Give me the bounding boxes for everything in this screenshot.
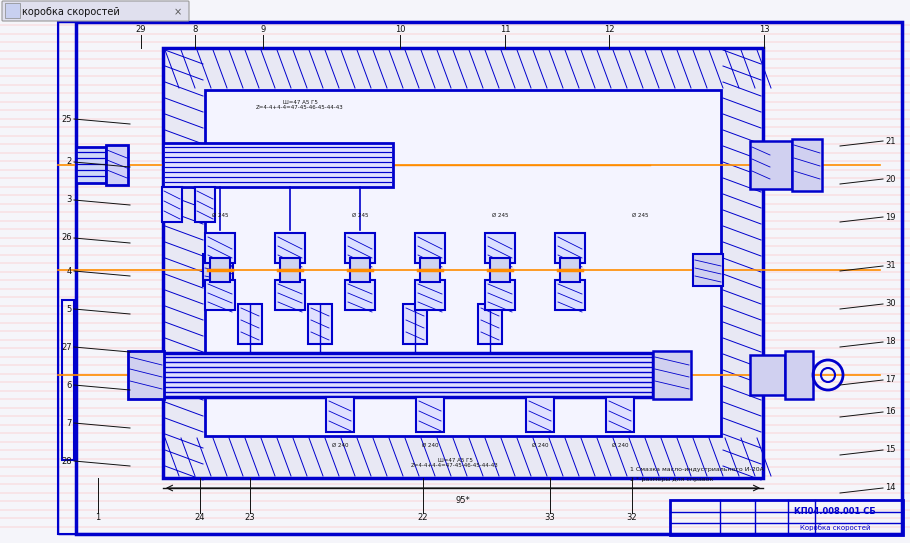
Bar xyxy=(750,355,785,395)
Bar xyxy=(785,351,813,399)
Text: КП04.008.001 СБ: КП04.008.001 СБ xyxy=(794,508,875,516)
Text: Ø 245: Ø 245 xyxy=(632,212,648,218)
Text: 19: 19 xyxy=(885,212,895,222)
Text: 26: 26 xyxy=(61,233,72,243)
Bar xyxy=(203,254,233,286)
Bar xyxy=(606,397,634,432)
Bar xyxy=(58,22,76,534)
Bar xyxy=(205,280,235,310)
Bar xyxy=(555,233,585,263)
Bar xyxy=(750,141,792,189)
Bar xyxy=(128,351,164,399)
Text: 16: 16 xyxy=(885,407,895,416)
Bar xyxy=(275,280,305,310)
Bar xyxy=(275,233,305,263)
Text: 21: 21 xyxy=(885,136,895,146)
Bar xyxy=(693,254,723,286)
Bar xyxy=(653,351,691,399)
Bar xyxy=(485,280,515,310)
Text: Ø 245: Ø 245 xyxy=(212,212,228,218)
Text: Ш=47 А5 Г5
Z=4-4+4-4=47-45-46-45-44-43: Ш=47 А5 Г5 Z=4-4+4-4=47-45-46-45-44-43 xyxy=(256,99,344,110)
Text: 8: 8 xyxy=(192,26,197,35)
Text: 9: 9 xyxy=(260,26,266,35)
Bar xyxy=(280,258,300,282)
Text: Ø 245: Ø 245 xyxy=(491,212,509,218)
Text: Ø 240: Ø 240 xyxy=(332,443,349,447)
Text: 33: 33 xyxy=(544,514,555,522)
Text: 23: 23 xyxy=(245,514,256,522)
Bar xyxy=(670,500,903,535)
Bar xyxy=(345,280,375,310)
Text: 5: 5 xyxy=(66,305,72,313)
Bar xyxy=(163,353,653,397)
Bar xyxy=(420,258,440,282)
Bar xyxy=(415,233,445,263)
Text: 95*: 95* xyxy=(456,496,470,505)
Text: 27: 27 xyxy=(61,343,72,351)
Text: 32: 32 xyxy=(627,514,637,522)
Bar xyxy=(792,139,822,191)
Bar xyxy=(106,145,128,185)
Text: 25: 25 xyxy=(62,115,72,123)
Bar xyxy=(490,258,510,282)
Text: 10: 10 xyxy=(395,26,405,35)
Text: 1: 1 xyxy=(96,514,101,522)
Text: Ø 245: Ø 245 xyxy=(352,212,369,218)
Bar xyxy=(163,48,763,478)
Text: Ø 240: Ø 240 xyxy=(421,443,439,447)
Text: 29: 29 xyxy=(136,26,147,35)
Bar xyxy=(162,187,182,222)
Text: 7: 7 xyxy=(66,419,72,427)
Text: 30: 30 xyxy=(885,300,895,308)
Text: 24: 24 xyxy=(195,514,206,522)
Bar xyxy=(205,90,721,436)
Bar xyxy=(350,258,370,282)
Bar xyxy=(345,233,375,263)
Bar xyxy=(76,147,106,183)
Bar xyxy=(560,258,580,282)
Text: 28: 28 xyxy=(61,457,72,465)
Text: 11: 11 xyxy=(500,26,511,35)
Bar xyxy=(308,304,332,344)
Text: 2 *-размеры для справок: 2 *-размеры для справок xyxy=(630,477,713,483)
Bar xyxy=(163,143,393,187)
Text: 15: 15 xyxy=(885,445,895,454)
Text: 12: 12 xyxy=(603,26,614,35)
Text: 20: 20 xyxy=(885,174,895,184)
Text: 2: 2 xyxy=(66,157,72,167)
Bar xyxy=(416,397,444,432)
Text: 1 Смазка масло-индустриального И-20А: 1 Смазка масло-индустриального И-20А xyxy=(630,468,763,472)
Text: 3: 3 xyxy=(66,195,72,205)
Text: 13: 13 xyxy=(759,26,769,35)
Text: Ш=47 А5 Г5
Z=4-4+4-4=47-45-46-45-44-43: Ш=47 А5 Г5 Z=4-4+4-4=47-45-46-45-44-43 xyxy=(411,458,499,469)
Bar xyxy=(62,300,74,460)
Bar xyxy=(485,233,515,263)
Text: 22: 22 xyxy=(418,514,429,522)
Text: 6: 6 xyxy=(66,381,72,389)
Bar xyxy=(555,280,585,310)
Bar xyxy=(478,304,502,344)
Bar xyxy=(415,280,445,310)
Bar xyxy=(210,258,230,282)
Bar xyxy=(526,397,554,432)
Text: 17: 17 xyxy=(885,376,895,384)
Bar xyxy=(205,233,235,263)
Text: ×: × xyxy=(174,7,182,17)
Text: Ø 240: Ø 240 xyxy=(612,443,628,447)
FancyBboxPatch shape xyxy=(5,3,19,17)
Text: Ø 240: Ø 240 xyxy=(531,443,548,447)
Bar xyxy=(326,397,354,432)
Text: 14: 14 xyxy=(885,483,895,493)
Bar xyxy=(403,304,427,344)
Text: коробка скоростей: коробка скоростей xyxy=(22,7,120,17)
Bar xyxy=(238,304,262,344)
Text: 4: 4 xyxy=(66,267,72,275)
Text: Коробка скоростей: Коробка скоростей xyxy=(800,525,870,532)
Bar xyxy=(195,187,215,222)
Text: 18: 18 xyxy=(885,338,895,346)
Text: 31: 31 xyxy=(885,262,895,270)
FancyBboxPatch shape xyxy=(2,1,189,21)
